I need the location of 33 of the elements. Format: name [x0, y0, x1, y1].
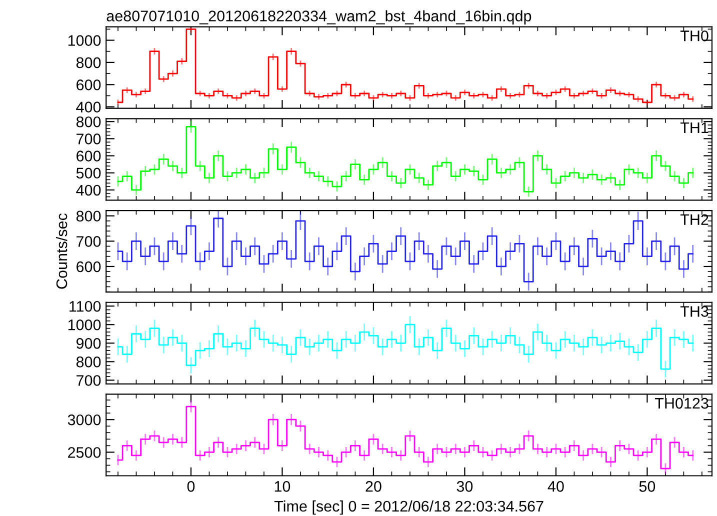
series-label: TH2 — [680, 214, 708, 225]
y-tick-label: 2500 — [68, 447, 101, 458]
y-tick-label: 800 — [76, 57, 101, 68]
y-tick-label: 400 — [76, 184, 101, 196]
y-tick-label: 500 — [76, 168, 101, 179]
x-tick-label: 50 — [639, 481, 656, 492]
x-tick-label: 0 — [187, 481, 195, 492]
y-tick-label: 600 — [76, 150, 101, 162]
y-tick-label: 3000 — [68, 414, 101, 426]
y-tick-label: 600 — [76, 79, 101, 90]
y-tick-label: 900 — [76, 338, 101, 349]
y-tick-label: 700 — [76, 375, 101, 386]
x-tick-label: 10 — [274, 481, 290, 492]
y-axis-title: Counts/sec — [56, 213, 68, 289]
x-tick-label: 20 — [366, 481, 382, 492]
series-label: TH0123 — [654, 398, 708, 409]
chart-title: ae807071010_20120618220334_wam2_bst_4band_16bin.qdp — [106, 10, 532, 24]
y-tick-label: 1100 — [70, 300, 101, 312]
y-tick-label: 600 — [76, 261, 101, 272]
x-tick-label: 30 — [456, 481, 473, 492]
x-tick-label: 40 — [548, 481, 564, 492]
series-label: TH1 — [680, 122, 708, 134]
y-tick-label: 800 — [76, 210, 101, 222]
y-tick-label: 800 — [76, 116, 101, 128]
y-tick-label: 700 — [76, 236, 101, 247]
y-tick-label: 400 — [76, 102, 101, 112]
y-tick-label: 1000 — [68, 35, 101, 46]
x-axis-title: Time [sec] 0 = 2012/06/18 22:03:34.567 — [274, 500, 544, 515]
series-label: TH3 — [680, 306, 708, 317]
y-tick-label: 1000 — [68, 319, 101, 330]
text: TH0 — [680, 30, 708, 42]
y-tick-label: 800 — [76, 356, 101, 368]
y-tick-label: 700 — [76, 134, 101, 144]
